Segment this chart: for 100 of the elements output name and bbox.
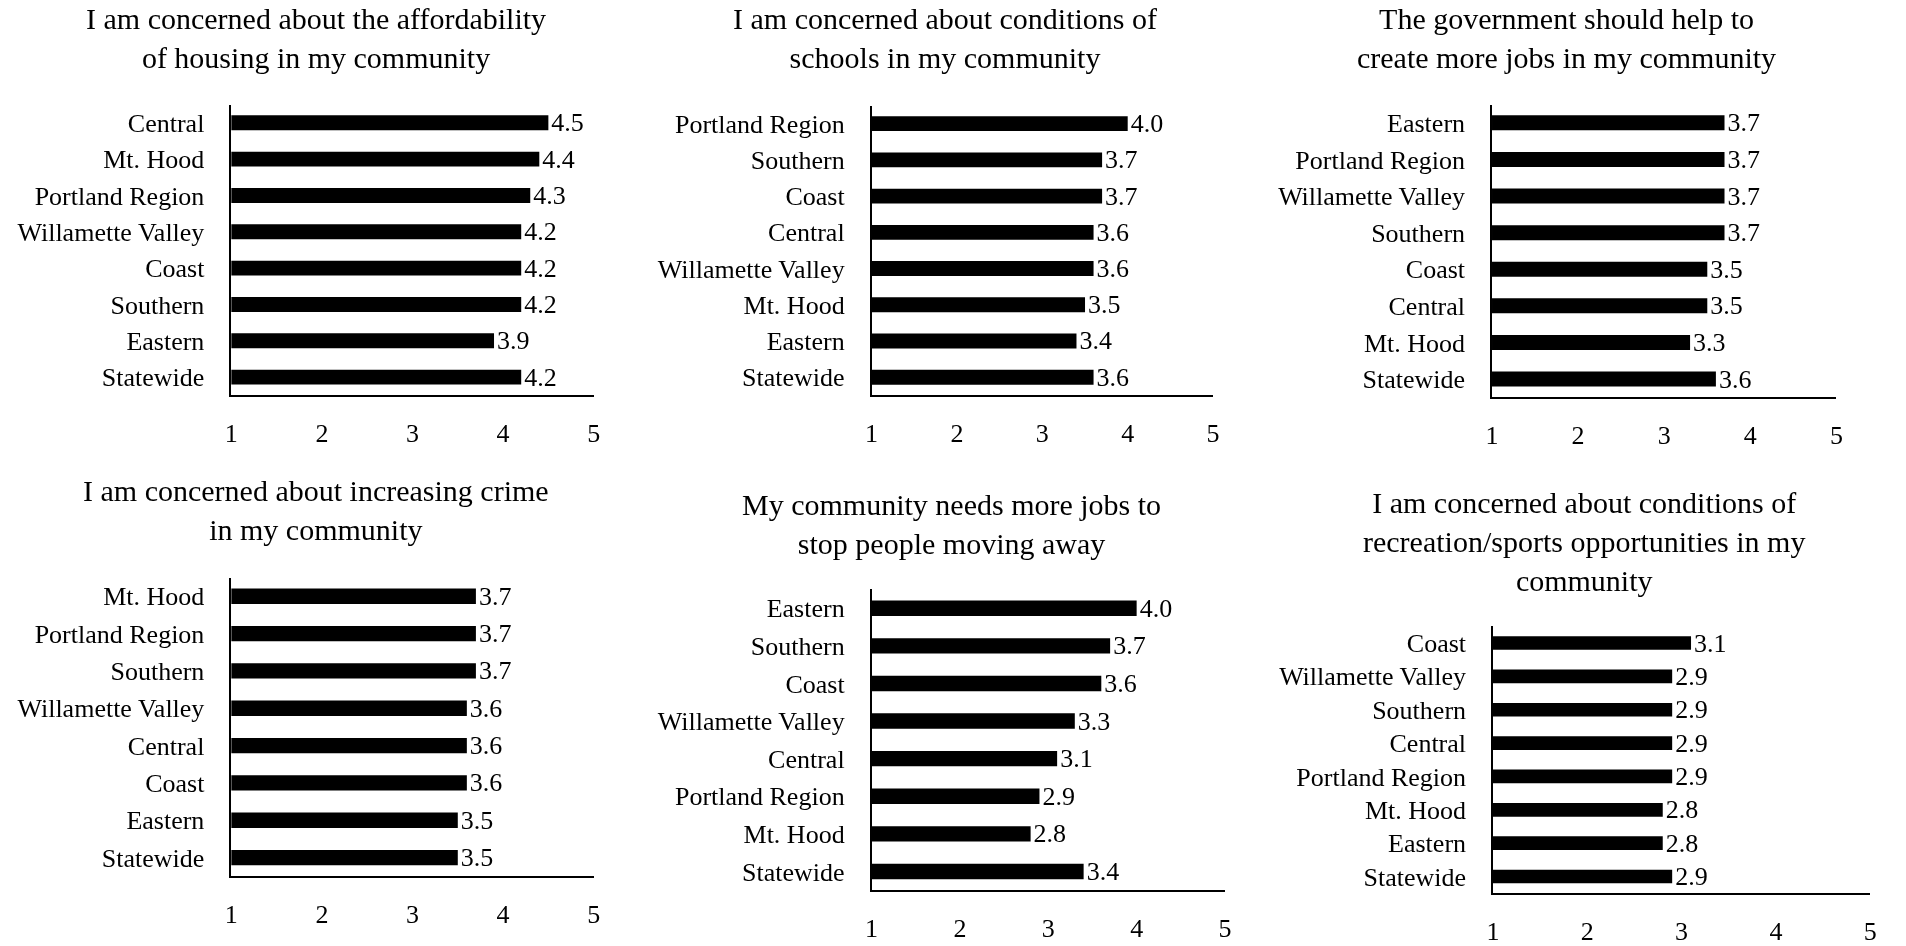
x-tick-label: 3 (1657, 421, 1671, 451)
y-tick-label: Coast (1406, 629, 1467, 659)
data-label: 4.4 (542, 144, 575, 174)
y-tick-label: Statewide (1363, 862, 1467, 892)
chart-title: I am concerned about the affordability of housing in my community (86, 2, 547, 74)
x-tick-label: 4 (496, 900, 510, 930)
data-label: 2.9 (1675, 761, 1708, 791)
y-tick-label: Eastern (126, 806, 205, 836)
y-tick-label: Coast (145, 769, 206, 799)
data-label: 3.6 (1104, 668, 1137, 698)
data-label: 3.5 (460, 843, 494, 873)
x-tick-label: 3 (406, 900, 419, 930)
data-label: 2.9 (1675, 728, 1708, 758)
chart-title: I am concerned about conditions of schools in my community (733, 2, 1158, 74)
y-tick-label: Eastern (766, 594, 845, 624)
data-label: 3.6 (469, 731, 503, 761)
data-label: 4.2 (524, 253, 557, 283)
data-label: 3.7 (478, 656, 512, 686)
data-label: 3.7 (1105, 145, 1138, 175)
y-tick-label: Mt. Hood (1363, 328, 1466, 358)
x-tick-label: 5 (587, 900, 601, 930)
y-tick-label: Mt. Hood (743, 819, 845, 849)
data-label: 3.7 (478, 619, 512, 649)
x-tick-label: 4 (1121, 419, 1135, 449)
data-label: 4.2 (524, 362, 557, 392)
data-label: 3.6 (469, 693, 503, 723)
chart-title: I am concerned about conditions of recreation/sports opportunities in my community (1363, 486, 1806, 597)
data-label: 2.9 (1042, 781, 1075, 811)
x-tick-label: 1 (1486, 917, 1500, 946)
y-tick-label: Portland Region (674, 109, 845, 139)
y-tick-label: Willamette Valley (17, 694, 205, 724)
y-tick-label: Portland Region (34, 619, 205, 649)
y-tick-label: Statewide (1362, 365, 1466, 395)
x-tick-label: 1 (224, 900, 238, 930)
x-tick-label: 4 (1769, 917, 1783, 946)
x-tick-label: 2 (950, 419, 964, 449)
x-tick-label: 4 (1130, 914, 1144, 944)
x-tick-label: 5 (1863, 917, 1877, 946)
x-tick-label: 2 (315, 419, 329, 449)
data-label: 4.2 (524, 217, 557, 247)
y-tick-label: Willamette Valley (657, 254, 845, 284)
y-tick-label: Portland Region (1295, 145, 1466, 175)
data-label: 4.0 (1139, 593, 1173, 623)
data-label: 3.5 (1710, 291, 1743, 321)
y-tick-label: Statewide (101, 363, 205, 393)
x-tick-label: 5 (587, 419, 601, 449)
data-label: 2.9 (1675, 661, 1708, 691)
data-label: 2.9 (1675, 862, 1708, 892)
data-label: 3.6 (1096, 254, 1130, 284)
y-tick-label: Eastern (766, 327, 845, 357)
y-tick-label: Portland Region (1296, 762, 1467, 792)
data-label: 3.3 (1693, 327, 1726, 357)
y-tick-label: Southern (110, 657, 205, 686)
y-tick-label: Willamette Valley (657, 707, 845, 737)
x-tick-label: 4 (1743, 421, 1757, 451)
data-label: 4.2 (524, 289, 557, 319)
data-label: 3.5 (1710, 254, 1743, 284)
y-tick-label: Eastern (1387, 108, 1466, 138)
data-label: 2.8 (1665, 828, 1699, 858)
data-label: 3.7 (1727, 181, 1761, 211)
x-tick-label: 2 (315, 900, 329, 930)
data-label: 2.8 (1033, 819, 1067, 849)
y-tick-label: Mt. Hood (1364, 795, 1467, 825)
y-tick-label: Central (1389, 729, 1467, 759)
x-tick-label: 1 (865, 419, 879, 449)
y-tick-label: Willamette Valley (1279, 662, 1467, 692)
y-tick-label: Coast (145, 254, 206, 284)
y-tick-label: Portland Region (674, 782, 845, 812)
chart-title: The government should help to create more jobs in my community (1357, 2, 1777, 74)
data-label: 3.7 (478, 581, 512, 611)
data-label: 3.7 (1105, 181, 1138, 211)
x-tick-label: 5 (1206, 419, 1220, 449)
y-tick-label: Central (768, 744, 845, 774)
y-tick-label: Eastern (1388, 829, 1467, 859)
chart-title: I am concerned about increasing crime in my community (83, 474, 549, 546)
y-tick-label: Southern (750, 631, 845, 661)
y-tick-label: Central (1388, 291, 1466, 321)
x-tick-label: 3 (406, 419, 419, 449)
y-tick-label: Willamette Valley (17, 217, 205, 247)
y-tick-label: Southern (1372, 695, 1467, 725)
data-label: 3.4 (1086, 856, 1120, 886)
data-label: 3.6 (1096, 362, 1130, 392)
data-label: 3.3 (1077, 706, 1111, 736)
data-label: 3.5 (1088, 290, 1121, 320)
y-tick-label: Mt. Hood (103, 582, 205, 612)
data-label: 3.1 (1060, 744, 1093, 774)
data-label: 3.6 (1096, 217, 1130, 247)
chart-title: My community needs more jobs to stop people moving away (742, 488, 1162, 560)
data-label: 3.7 (1727, 218, 1761, 248)
y-tick-label: Willamette Valley (1278, 182, 1466, 212)
x-tick-label: 4 (496, 419, 510, 449)
x-tick-label: 3 (1035, 419, 1049, 449)
y-tick-label: Mt. Hood (743, 290, 845, 320)
data-label: 3.6 (469, 768, 503, 798)
data-label: 4.0 (1130, 109, 1164, 139)
y-tick-label: Statewide (742, 857, 845, 887)
x-tick-label: 1 (1485, 421, 1499, 451)
y-tick-label: Central (768, 218, 845, 248)
data-label: 2.8 (1665, 795, 1699, 825)
data-label: 2.9 (1675, 695, 1708, 725)
